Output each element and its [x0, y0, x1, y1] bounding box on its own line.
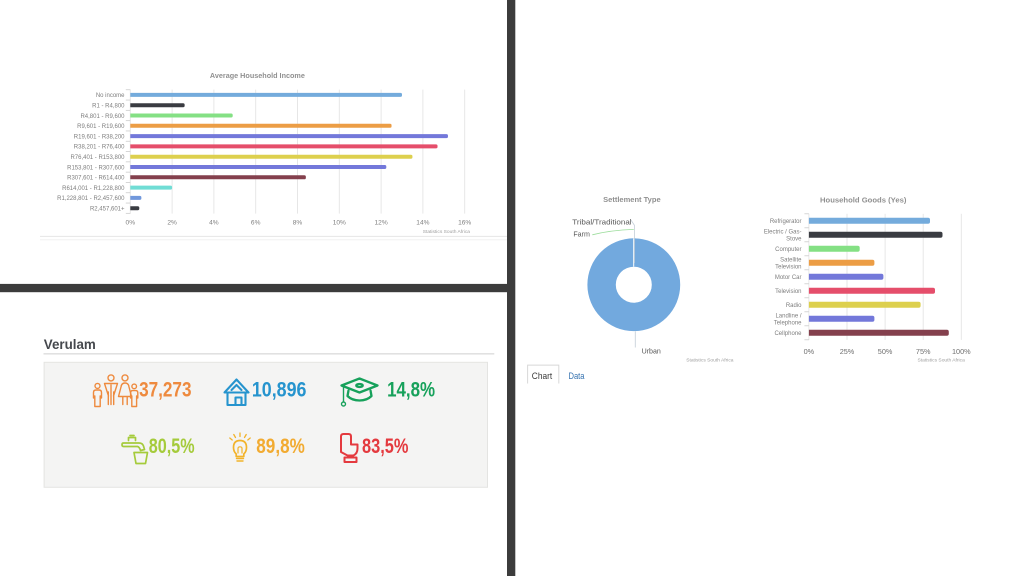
svg-text:Statistics South Africa: Statistics South Africa: [686, 358, 734, 364]
svg-text:R1 - R4,800: R1 - R4,800: [92, 104, 125, 110]
svg-text:Satellite: Satellite: [780, 257, 802, 263]
svg-text:R76,401 - R153,800: R76,401 - R153,800: [70, 155, 125, 161]
svg-text:10%: 10%: [333, 220, 346, 227]
svg-text:Radio: Radio: [786, 303, 802, 309]
svg-text:R614,001 - R1,228,800: R614,001 - R1,228,800: [62, 186, 125, 192]
svg-text:R4,801 - R9,600: R4,801 - R9,600: [80, 114, 125, 120]
svg-text:10,896: 10,896: [252, 379, 307, 402]
svg-text:83,5%: 83,5%: [362, 435, 409, 458]
svg-text:75%: 75%: [916, 347, 931, 356]
svg-text:Television: Television: [775, 289, 801, 295]
svg-text:Computer: Computer: [775, 247, 801, 253]
svg-text:Statistics South Africa: Statistics South Africa: [423, 229, 471, 235]
svg-text:Refrigerator: Refrigerator: [770, 219, 802, 225]
svg-text:Household Goods (Yes): Household Goods (Yes): [820, 197, 906, 204]
svg-text:R19,601 - R38,200: R19,601 - R38,200: [74, 134, 125, 140]
svg-text:Landline /: Landline /: [775, 313, 801, 319]
svg-text:R153,801 - R307,600: R153,801 - R307,600: [67, 165, 125, 171]
svg-text:R2,457,601+: R2,457,601+: [90, 207, 125, 213]
svg-text:Statistics South Africa: Statistics South Africa: [918, 357, 966, 363]
svg-text:R9,601 - R19,600: R9,601 - R19,600: [77, 124, 125, 130]
svg-text:Tribal/Traditional: Tribal/Traditional: [572, 218, 632, 226]
svg-text:14,8%: 14,8%: [387, 378, 435, 401]
svg-text:No income: No income: [96, 93, 125, 99]
svg-text:0%: 0%: [804, 347, 815, 356]
svg-text:Average Household Income: Average Household Income: [210, 73, 305, 80]
svg-text:50%: 50%: [878, 347, 893, 356]
svg-text:Data: Data: [569, 371, 586, 381]
svg-text:Urban: Urban: [642, 347, 661, 356]
svg-text:Verulam: Verulam: [44, 337, 96, 353]
svg-text:80,5%: 80,5%: [149, 435, 195, 458]
svg-text:Farm: Farm: [573, 231, 590, 239]
svg-text:89,8%: 89,8%: [256, 435, 305, 458]
svg-text:100%: 100%: [952, 347, 971, 356]
svg-text:Cellphone: Cellphone: [774, 331, 802, 337]
svg-text:R307,601 - R614,400: R307,601 - R614,400: [67, 176, 125, 182]
svg-text:R38,201 - R76,400: R38,201 - R76,400: [74, 145, 125, 151]
svg-text:16%: 16%: [458, 220, 471, 227]
svg-text:R1,228,801 - R2,457,600: R1,228,801 - R2,457,600: [57, 196, 125, 202]
svg-text:Telephone: Telephone: [774, 321, 802, 327]
svg-text:8%: 8%: [293, 220, 303, 227]
svg-text:Chart: Chart: [532, 371, 553, 381]
svg-text:6%: 6%: [251, 220, 261, 227]
svg-text:Motor Car: Motor Car: [775, 275, 802, 281]
svg-text:12%: 12%: [374, 220, 387, 227]
svg-text:37,273: 37,273: [139, 378, 191, 401]
svg-text:2%: 2%: [167, 220, 177, 227]
svg-text:14%: 14%: [416, 220, 429, 227]
svg-text:Settlement Type: Settlement Type: [603, 197, 661, 204]
svg-text:4%: 4%: [209, 220, 219, 227]
svg-text:25%: 25%: [840, 347, 855, 356]
svg-text:Stove: Stove: [786, 237, 802, 243]
svg-text:0%: 0%: [126, 220, 136, 227]
svg-text:Television: Television: [775, 265, 801, 271]
svg-text:Electric / Gas-: Electric / Gas-: [764, 229, 802, 235]
